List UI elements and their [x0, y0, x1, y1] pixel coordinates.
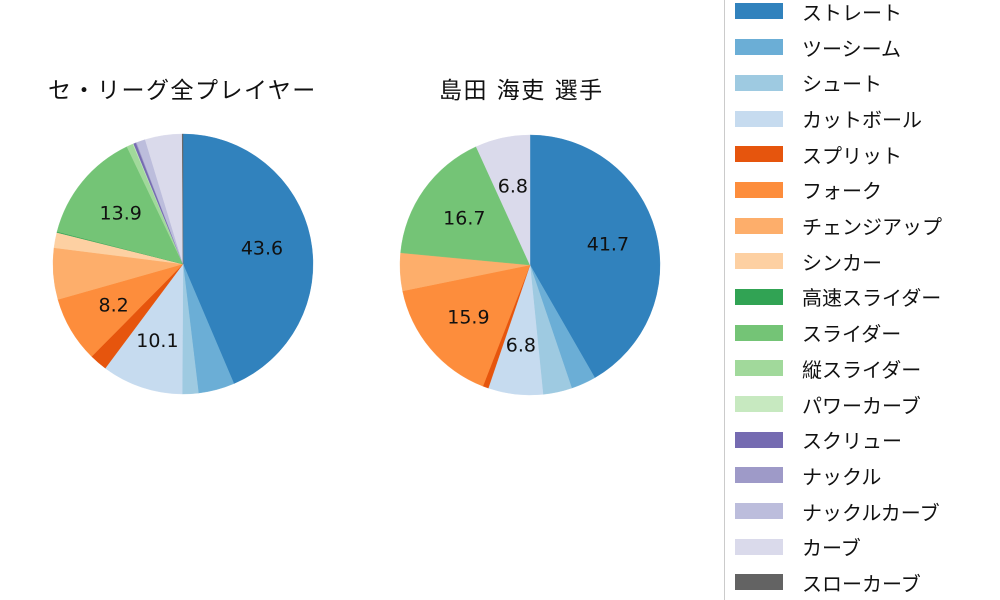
legend-color-swatch-icon [735, 503, 783, 520]
pie-slice-label: 13.9 [100, 202, 142, 224]
pie-slice-label: 10.1 [136, 330, 178, 352]
pie-slice [181, 133, 184, 265]
legend-item: スクリュー [725, 422, 1000, 458]
legend-item: チェンジアップ [725, 208, 1000, 244]
legend-label: スローカーブ [802, 571, 921, 596]
pie-chart-left: 43.6 10.1 8.2 13.9 [52, 133, 314, 395]
pie-slice-label: 6.8 [498, 176, 528, 198]
legend-item: カーブ [725, 529, 1000, 565]
legend-color-swatch-icon [735, 538, 783, 555]
legend-label: パワーカーブ [802, 393, 921, 418]
legend-color-swatch-icon [735, 431, 783, 448]
legend-label: シンカー [802, 250, 882, 275]
legend-item: ナックル [725, 458, 1000, 494]
legend-label: 縦スライダー [802, 357, 922, 382]
legend-label: スライダー [802, 322, 902, 347]
legend-item: シンカー [725, 243, 1000, 279]
legend-color-swatch-icon [735, 146, 783, 163]
pie-slice-label: 16.7 [443, 208, 485, 230]
legend-color-swatch-icon [735, 74, 783, 91]
legend: ストレートツーシームシュートカットボール スプリットフォークチェンジアップ シンカー… [724, 0, 1000, 600]
pie-slice-label: 6.8 [506, 335, 536, 357]
pie-slice-label: 8.2 [98, 295, 128, 317]
pie-slice [402, 264, 531, 387]
legend-label: ナックル [802, 464, 882, 489]
pie-chart-right: 41.7 6.8 15.9 16.7 6.8 [399, 134, 661, 396]
legend-color-swatch-icon [735, 253, 783, 270]
legend-color-swatch-icon [735, 39, 783, 56]
legend-item: シュート [725, 65, 1000, 101]
legend-item: フォーク [725, 172, 1000, 208]
pie-slice-label: 41.7 [587, 234, 629, 256]
legend-label: ツーシーム [802, 36, 901, 61]
legend-item: ストレート [725, 0, 1000, 29]
legend-item: カットボール [725, 101, 1000, 137]
legend-color-swatch-icon [735, 288, 783, 305]
pie-slice [56, 146, 184, 265]
legend-color-swatch-icon [735, 396, 783, 412]
pie-slice-label: 15.9 [447, 307, 489, 329]
legend-item: ツーシーム [725, 29, 1000, 65]
legend-item: スライダー [725, 315, 1000, 351]
legend-label: スクリュー [802, 429, 902, 454]
legend-label: カットボール [802, 108, 922, 132]
pie-slice [475, 134, 531, 266]
legend-color-swatch-icon [735, 324, 783, 341]
pie-title-left: セ・リーグ全プレイヤー [48, 78, 317, 104]
legend-color-swatch-icon [735, 217, 783, 234]
legend-label: ストレート [802, 0, 902, 25]
legend-label: スプリット [802, 143, 902, 168]
legend-item: ナックルカーブ [725, 493, 1000, 529]
legend-item: 縦スライダー [725, 350, 1000, 386]
legend-label: チェンジアップ [802, 215, 942, 240]
legend-label: ナックルカーブ [802, 500, 940, 525]
legend-color-swatch-icon [735, 110, 783, 127]
pie-slice [400, 146, 531, 266]
legend-label: 高速スライダー [802, 286, 942, 311]
legend-item: パワーカーブ [725, 386, 1000, 422]
legend-color-swatch-icon [735, 3, 783, 20]
legend-color-swatch-icon [735, 181, 783, 198]
legend-label: フォーク [802, 179, 882, 204]
legend-item: スプリット [725, 136, 1000, 172]
pie-slice [182, 133, 314, 384]
legend-item: 高速スライダー [725, 279, 1000, 315]
legend-color-swatch-icon [735, 574, 783, 591]
legend-label: カーブ [802, 536, 861, 561]
legend-item: スローカーブ [725, 565, 1000, 600]
pie-title-right: 島田 海吏 選手 [439, 78, 604, 104]
pie-slice [529, 134, 661, 378]
legend-label: シュート [802, 72, 882, 97]
pie-slice-label: 43.6 [241, 237, 283, 259]
legend-color-swatch-icon [735, 360, 783, 377]
legend-color-swatch-icon [735, 467, 783, 484]
pie-slice [104, 263, 184, 395]
